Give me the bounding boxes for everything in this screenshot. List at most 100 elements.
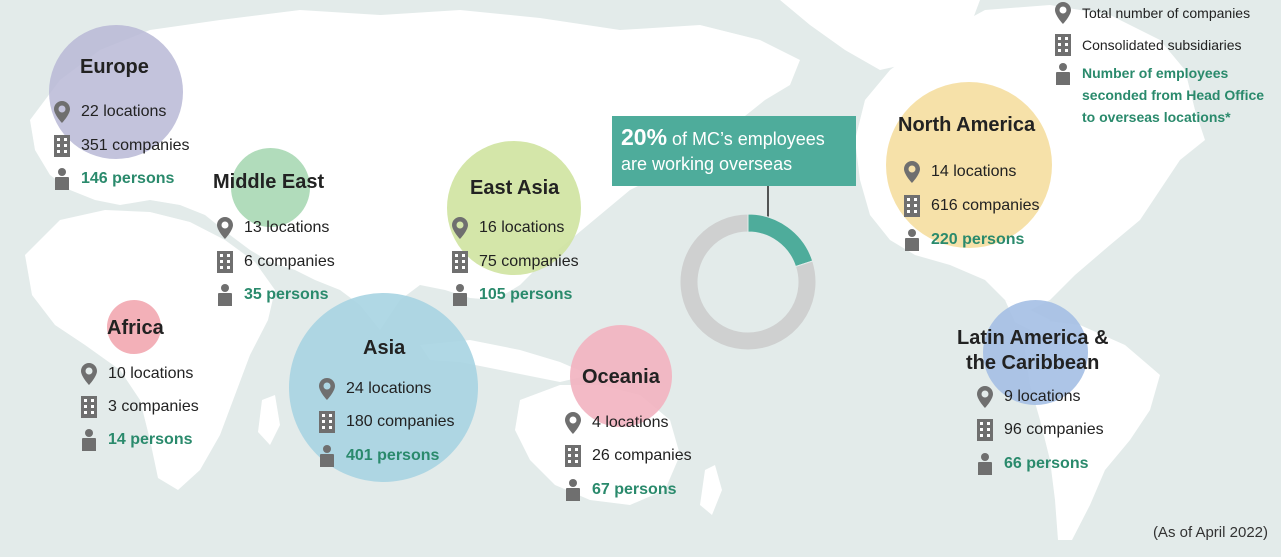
europe-companies-text: 351 companies bbox=[81, 137, 190, 154]
latin-america-companies-text: 96 companies bbox=[1004, 421, 1104, 438]
oceania-locations: 4 locations bbox=[564, 411, 669, 435]
latin-america-persons-text: 66 persons bbox=[1004, 455, 1089, 472]
north-america-companies: 616 companies bbox=[903, 194, 1040, 218]
person-icon bbox=[318, 444, 336, 468]
east-asia-persons-text: 105 persons bbox=[479, 286, 573, 303]
region-latin-america-title-line2: the Caribbean bbox=[966, 352, 1100, 374]
region-middle-east-title: Middle East bbox=[213, 171, 325, 193]
latin-america-persons: 66 persons bbox=[976, 452, 1088, 476]
legend-consolidated: Consolidated subsidiaries bbox=[1054, 32, 1242, 58]
asia-locations-text: 24 locations bbox=[346, 380, 432, 397]
latin-america-companies: 96 companies bbox=[976, 418, 1104, 442]
person-icon bbox=[216, 283, 234, 307]
oceania-locations-text: 4 locations bbox=[592, 414, 669, 431]
legend-total-label: Total number of companies bbox=[1082, 5, 1251, 21]
asia-locations: 24 locations bbox=[318, 377, 431, 401]
north-america-companies-text: 616 companies bbox=[931, 197, 1040, 214]
person-icon bbox=[976, 452, 994, 476]
east-asia-locations-text: 16 locations bbox=[479, 219, 565, 236]
donut-slice-other bbox=[679, 213, 817, 351]
region-oceania-title: Oceania bbox=[582, 366, 660, 388]
africa-companies: 3 companies bbox=[80, 395, 199, 419]
legend-total: Total number of companies bbox=[1054, 0, 1250, 26]
africa-persons: 14 persons bbox=[80, 428, 192, 452]
region-latin-america-title-line1: Latin America & bbox=[957, 327, 1109, 349]
east-asia-locations: 16 locations bbox=[451, 216, 564, 240]
oceania-persons: 67 persons bbox=[564, 478, 676, 502]
oceania-companies: 26 companies bbox=[564, 444, 692, 468]
building-icon bbox=[53, 134, 71, 158]
africa-persons-text: 14 persons bbox=[108, 431, 193, 448]
building-icon bbox=[976, 418, 994, 442]
oceania-companies-text: 26 companies bbox=[592, 447, 692, 464]
region-europe-title: Europe bbox=[80, 56, 149, 78]
europe-companies: 351 companies bbox=[53, 134, 190, 158]
asia-companies-text: 180 companies bbox=[346, 413, 455, 430]
africa-locations: 10 locations bbox=[80, 362, 193, 386]
callout-percent: 20% bbox=[621, 124, 668, 150]
europe-locations-text: 22 locations bbox=[81, 103, 167, 120]
callout-line1: of MC’s employees bbox=[667, 129, 825, 149]
building-icon bbox=[903, 194, 921, 218]
person-icon bbox=[53, 167, 71, 191]
location-pin-icon bbox=[1054, 1, 1072, 25]
europe-locations: 22 locations bbox=[53, 100, 166, 124]
location-pin-icon bbox=[318, 377, 336, 401]
middle-east-companies: 6 companies bbox=[216, 250, 335, 274]
legend-seconded-label: Number of employees seconded from Head O… bbox=[1082, 65, 1265, 125]
location-pin-icon bbox=[564, 411, 582, 435]
location-pin-icon bbox=[216, 216, 234, 240]
middle-east-bubble bbox=[231, 148, 310, 227]
oceania-persons-text: 67 persons bbox=[592, 481, 677, 498]
building-icon bbox=[216, 250, 234, 274]
east-asia-companies: 75 companies bbox=[451, 250, 579, 274]
legend-seconded: Number of employees seconded from Head O… bbox=[1054, 62, 1272, 132]
europe-bubble bbox=[49, 25, 183, 159]
location-pin-icon bbox=[80, 362, 98, 386]
building-icon bbox=[1054, 33, 1072, 57]
africa-bubble bbox=[107, 300, 161, 354]
person-icon bbox=[564, 478, 582, 502]
middle-east-persons-text: 35 persons bbox=[244, 286, 329, 303]
region-east-asia-title: East Asia bbox=[470, 177, 560, 199]
asia-persons-text: 401 persons bbox=[346, 447, 440, 464]
region-asia-title: Asia bbox=[363, 337, 406, 359]
person-icon bbox=[451, 283, 469, 307]
latin-america-locations-text: 9 locations bbox=[1004, 388, 1081, 405]
east-asia-persons: 105 persons bbox=[451, 283, 572, 307]
location-pin-icon bbox=[53, 100, 71, 124]
building-icon bbox=[318, 410, 336, 434]
middle-east-locations-text: 13 locations bbox=[244, 219, 330, 236]
latin-america-locations: 9 locations bbox=[976, 385, 1081, 409]
donut-slice-overseas bbox=[747, 213, 814, 268]
latin-america-bubble bbox=[983, 300, 1088, 405]
location-pin-icon bbox=[451, 216, 469, 240]
location-pin-icon bbox=[903, 160, 921, 184]
building-icon bbox=[80, 395, 98, 419]
region-north-america-title: North America bbox=[898, 114, 1036, 136]
overseas-donut-chart bbox=[679, 213, 817, 351]
oceania-bubble bbox=[570, 325, 672, 427]
callout-line2: are working overseas bbox=[621, 154, 793, 174]
as-of-footnote: (As of April 2022) bbox=[1152, 524, 1268, 541]
building-icon bbox=[451, 250, 469, 274]
europe-persons-text: 146 persons bbox=[81, 170, 175, 187]
north-america-locations: 14 locations bbox=[903, 160, 1016, 184]
middle-east-companies-text: 6 companies bbox=[244, 253, 335, 270]
location-pin-icon bbox=[976, 385, 994, 409]
overseas-callout: 20% of MC’s employees are working overse… bbox=[612, 116, 856, 186]
east-asia-bubble bbox=[447, 141, 581, 275]
legend-consolidated-label: Consolidated subsidiaries bbox=[1082, 37, 1242, 53]
north-america-locations-text: 14 locations bbox=[931, 163, 1017, 180]
asia-companies: 180 companies bbox=[318, 410, 455, 434]
asia-persons: 401 persons bbox=[318, 444, 439, 468]
africa-locations-text: 10 locations bbox=[108, 365, 194, 382]
person-icon bbox=[903, 228, 921, 252]
middle-east-persons: 35 persons bbox=[216, 283, 328, 307]
person-icon bbox=[1054, 62, 1072, 86]
building-icon bbox=[564, 444, 582, 468]
north-america-persons: 220 persons bbox=[903, 228, 1024, 252]
africa-companies-text: 3 companies bbox=[108, 398, 199, 415]
north-america-persons-text: 220 persons bbox=[931, 231, 1025, 248]
